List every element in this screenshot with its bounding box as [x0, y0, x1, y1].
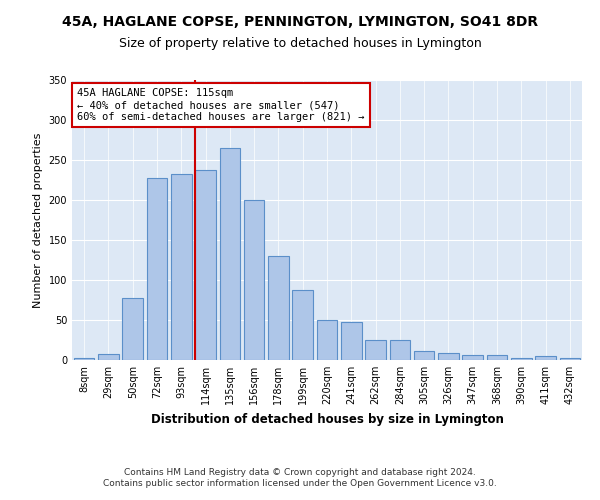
Bar — [317, 320, 337, 360]
Bar — [414, 351, 434, 360]
Bar — [341, 322, 362, 360]
Bar — [365, 340, 386, 360]
Bar — [74, 358, 94, 360]
Text: Size of property relative to detached houses in Lymington: Size of property relative to detached ho… — [119, 38, 481, 51]
Bar — [171, 174, 191, 360]
Bar — [463, 355, 483, 360]
Text: 45A, HAGLANE COPSE, PENNINGTON, LYMINGTON, SO41 8DR: 45A, HAGLANE COPSE, PENNINGTON, LYMINGTO… — [62, 15, 538, 29]
Bar — [292, 290, 313, 360]
Bar — [146, 178, 167, 360]
X-axis label: Distribution of detached houses by size in Lymington: Distribution of detached houses by size … — [151, 412, 503, 426]
Text: 45A HAGLANE COPSE: 115sqm
← 40% of detached houses are smaller (547)
60% of semi: 45A HAGLANE COPSE: 115sqm ← 40% of detac… — [77, 88, 365, 122]
Bar — [268, 256, 289, 360]
Bar — [487, 355, 508, 360]
Bar — [244, 200, 265, 360]
Bar — [511, 358, 532, 360]
Bar — [535, 356, 556, 360]
Bar — [438, 353, 459, 360]
Y-axis label: Number of detached properties: Number of detached properties — [33, 132, 43, 308]
Bar — [389, 340, 410, 360]
Bar — [195, 170, 216, 360]
Bar — [98, 354, 119, 360]
Bar — [560, 358, 580, 360]
Bar — [220, 148, 240, 360]
Bar — [122, 298, 143, 360]
Text: Contains HM Land Registry data © Crown copyright and database right 2024.
Contai: Contains HM Land Registry data © Crown c… — [103, 468, 497, 487]
